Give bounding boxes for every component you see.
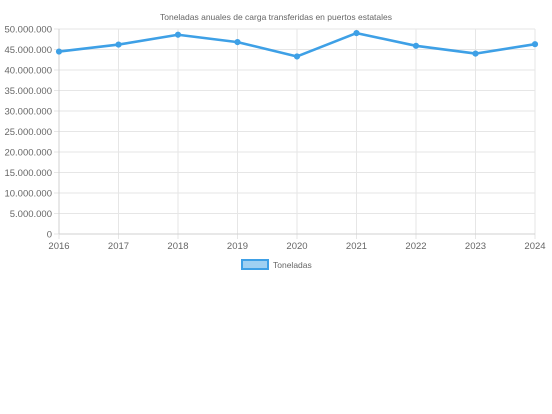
x-tick-label: 2017 <box>108 241 129 252</box>
legend-swatch[interactable] <box>241 259 269 270</box>
x-tick-label: 2016 <box>48 241 69 252</box>
data-point[interactable] <box>531 41 539 48</box>
y-tick-label: 15.000.000 <box>4 168 52 179</box>
data-point[interactable] <box>55 48 63 55</box>
y-tick-label: 40.000.000 <box>4 66 52 77</box>
chart-title: Toneladas anuales de carga transferidas … <box>160 12 392 22</box>
data-point[interactable] <box>174 31 182 38</box>
y-tick-label: 50.000.000 <box>4 25 52 36</box>
x-tick-label: 2019 <box>227 241 248 252</box>
data-point[interactable] <box>293 53 301 60</box>
y-tick-label: 20.000.000 <box>4 148 52 159</box>
y-tick-label: 35.000.000 <box>4 86 52 97</box>
data-point[interactable] <box>234 39 241 46</box>
x-tick-label: 2023 <box>465 241 486 252</box>
data-point[interactable] <box>115 41 122 48</box>
x-tick-label: 2024 <box>524 241 545 252</box>
x-tick-label: 2020 <box>286 241 307 252</box>
y-tick-label: 0 <box>47 230 52 241</box>
y-tick-label: 5.000.000 <box>10 209 52 220</box>
y-tick-label: 45.000.000 <box>4 45 52 56</box>
y-tick-label: 30.000.000 <box>4 107 52 118</box>
x-tick-label: 2021 <box>346 241 367 252</box>
x-tick-label: 2018 <box>167 241 188 252</box>
y-tick-label: 10.000.000 <box>4 189 52 200</box>
axes: 0 5.000.000 10.000.000 15.000.000 20.000.000… <box>4 25 545 253</box>
legend-label[interactable]: Toneladas <box>273 260 312 270</box>
y-tick-label: 25.000.000 <box>4 127 52 138</box>
series-layer <box>55 29 539 60</box>
data-point[interactable] <box>353 29 360 37</box>
data-point[interactable] <box>412 42 420 49</box>
grid-lines <box>58 28 536 239</box>
legend[interactable]: Toneladas <box>241 259 312 270</box>
data-point[interactable] <box>472 50 479 57</box>
x-tick-label: 2022 <box>405 241 426 252</box>
